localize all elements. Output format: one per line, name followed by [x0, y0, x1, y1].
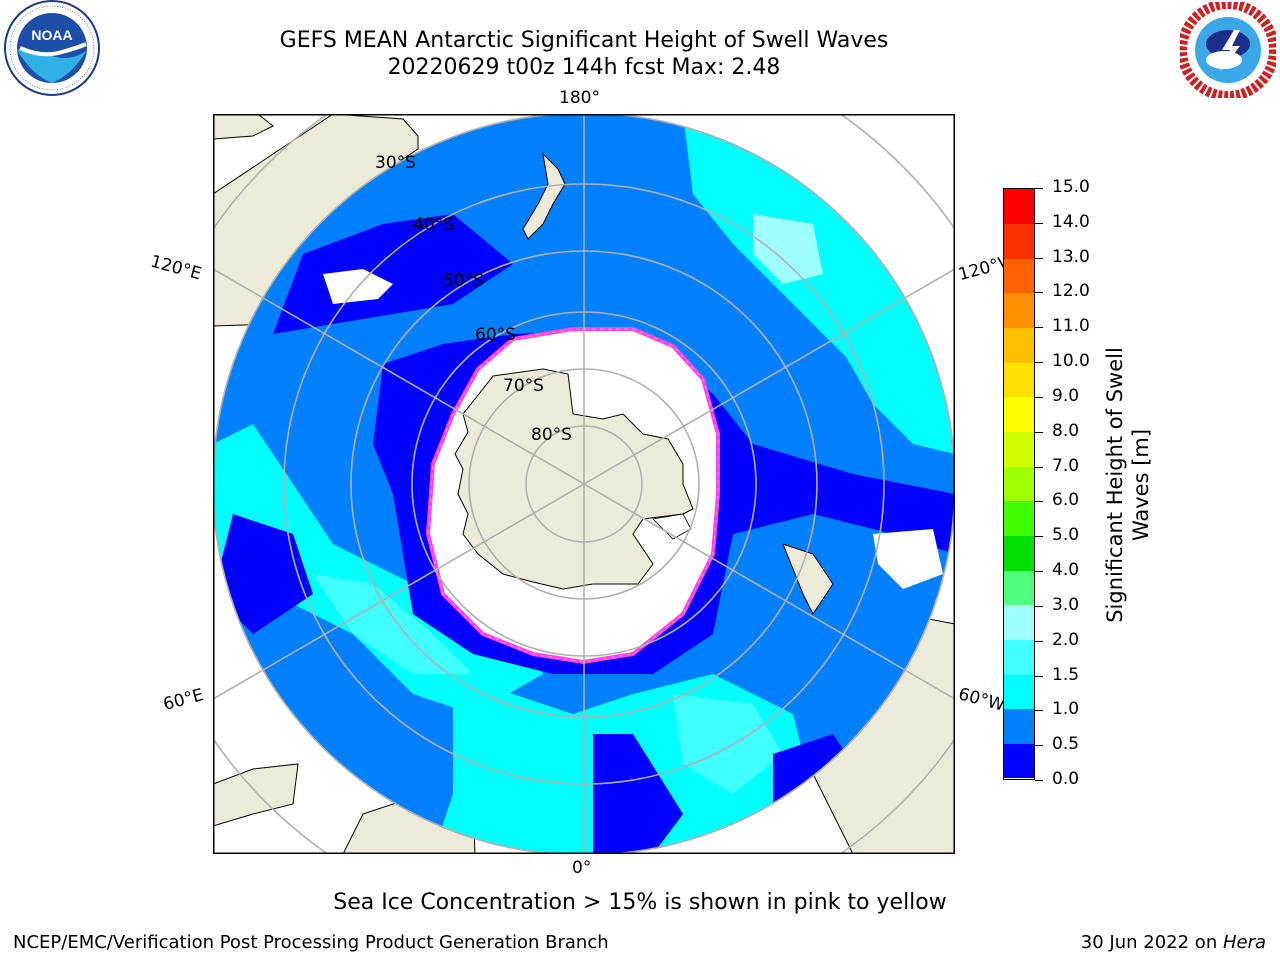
lon-label-60e: 60°E	[161, 685, 206, 715]
colorbar-tick-label: 9.0	[1052, 385, 1080, 406]
colorbar-segment	[1004, 431, 1034, 467]
colorbar-segment	[1004, 674, 1034, 710]
graticule	[213, 114, 955, 854]
colorbar-tick	[1035, 327, 1043, 329]
colorbar-segment	[1004, 535, 1034, 571]
colorbar-segment	[1004, 570, 1034, 606]
colorbar-tick-label: 1.5	[1052, 664, 1080, 685]
sea-ice-note: Sea Ice Concentration > 15% is shown in …	[333, 890, 947, 915]
colorbar-segment	[1004, 639, 1034, 675]
footer-date: 30 Jun 2022 on Hera	[1081, 932, 1266, 953]
footer-credit: NCEP/EMC/Verification Post Processing Pr…	[13, 932, 609, 953]
lat-label-70s: 70°S	[503, 376, 544, 396]
colorbar-segment	[1004, 396, 1034, 433]
footer-date-text: 30 Jun 2022 on	[1080, 932, 1223, 953]
colorbar-tick	[1035, 640, 1043, 642]
colorbar-tick-label: 14.0	[1052, 211, 1090, 232]
colorbar-tick-label: 6.0	[1052, 490, 1080, 511]
colorbar-tick-label: 10.0	[1052, 351, 1090, 372]
colorbar-tick-label: 1.0	[1052, 699, 1080, 720]
lat-label-40s: 40°S	[413, 215, 454, 235]
colorbar-segment	[1004, 189, 1034, 225]
colorbar-tick-label: 2.0	[1052, 629, 1080, 650]
colorbar-title: Significant Height of Swell Waves [m]	[1103, 347, 1153, 623]
colorbar-segment	[1004, 258, 1034, 294]
polar-map: 30°S 40°S 50°S 60°S 70°S 80°S	[213, 114, 955, 854]
colorbar-segment	[1004, 604, 1034, 640]
national-weather-service-logo	[1180, 2, 1276, 98]
colorbar-tick-label: 5.0	[1052, 525, 1080, 546]
lat-label-30s: 30°S	[375, 153, 416, 173]
colorbar-tick-label: 0.5	[1052, 734, 1080, 755]
colorbar-tick	[1035, 396, 1043, 398]
colorbar-tick	[1035, 222, 1043, 224]
colorbar-tick	[1035, 431, 1043, 433]
colorbar-segment	[1004, 292, 1034, 329]
colorbar-tick-label: 4.0	[1052, 560, 1080, 581]
colorbar-tick	[1035, 745, 1043, 747]
footer-machine: Hera	[1222, 932, 1266, 953]
polar-map-canvas: 30°S 40°S 50°S 60°S 70°S 80°S	[213, 114, 955, 854]
colorbar-tick	[1035, 675, 1043, 677]
colorbar-tick-label: 0.0	[1052, 769, 1080, 789]
colorbar-tick	[1035, 780, 1043, 781]
colorbar-tick-label: 15.0	[1052, 177, 1090, 197]
colorbar-tick	[1035, 362, 1043, 364]
colorbar-segment	[1004, 223, 1034, 259]
colorbar-tick-label: 11.0	[1052, 316, 1090, 337]
lon-label-120e: 120°E	[148, 251, 204, 285]
colorbar-title-box: Significant Height of Swell Waves [m]	[1098, 330, 1158, 640]
colorbar-tick	[1035, 257, 1043, 259]
colorbar	[1003, 188, 1035, 780]
colorbar-segment	[1004, 327, 1034, 363]
lon-label-0: 0°	[572, 858, 592, 878]
colorbar-tick	[1035, 571, 1043, 573]
colorbar-segment	[1004, 362, 1034, 398]
colorbar-tick	[1035, 501, 1043, 503]
colorbar-segment	[1004, 466, 1034, 502]
colorbar-tick-label: 7.0	[1052, 455, 1080, 476]
noaa-logo: NOAA	[4, 0, 100, 96]
lat-label-60s: 60°S	[475, 325, 516, 345]
lon-label-180: 180°	[559, 88, 600, 108]
colorbar-tick-label: 8.0	[1052, 420, 1080, 441]
colorbar-tick	[1035, 710, 1043, 712]
lat-label-80s: 80°S	[531, 425, 572, 445]
colorbar-tick	[1035, 466, 1043, 468]
colorbar-tick	[1035, 605, 1043, 607]
colorbar-tick	[1035, 188, 1043, 189]
chart-title: GEFS MEAN Antarctic Significant Height o…	[279, 28, 889, 53]
colorbar-tick	[1035, 292, 1043, 294]
chart-subtitle: 20220629 t00z 144h fcst Max: 2.48	[387, 55, 781, 80]
colorbar-segment	[1004, 500, 1034, 536]
colorbar-tick	[1035, 536, 1043, 538]
colorbar-tick-label: 12.0	[1052, 281, 1090, 302]
noaa-logo-text: NOAA	[31, 27, 72, 43]
lat-label-50s: 50°S	[443, 271, 484, 291]
lon-label-60w: 60°W	[956, 684, 1007, 716]
colorbar-segment	[1004, 743, 1034, 779]
colorbar-tick-label: 13.0	[1052, 246, 1090, 267]
colorbar-segment	[1004, 708, 1034, 744]
colorbar-tick-label: 3.0	[1052, 594, 1080, 615]
